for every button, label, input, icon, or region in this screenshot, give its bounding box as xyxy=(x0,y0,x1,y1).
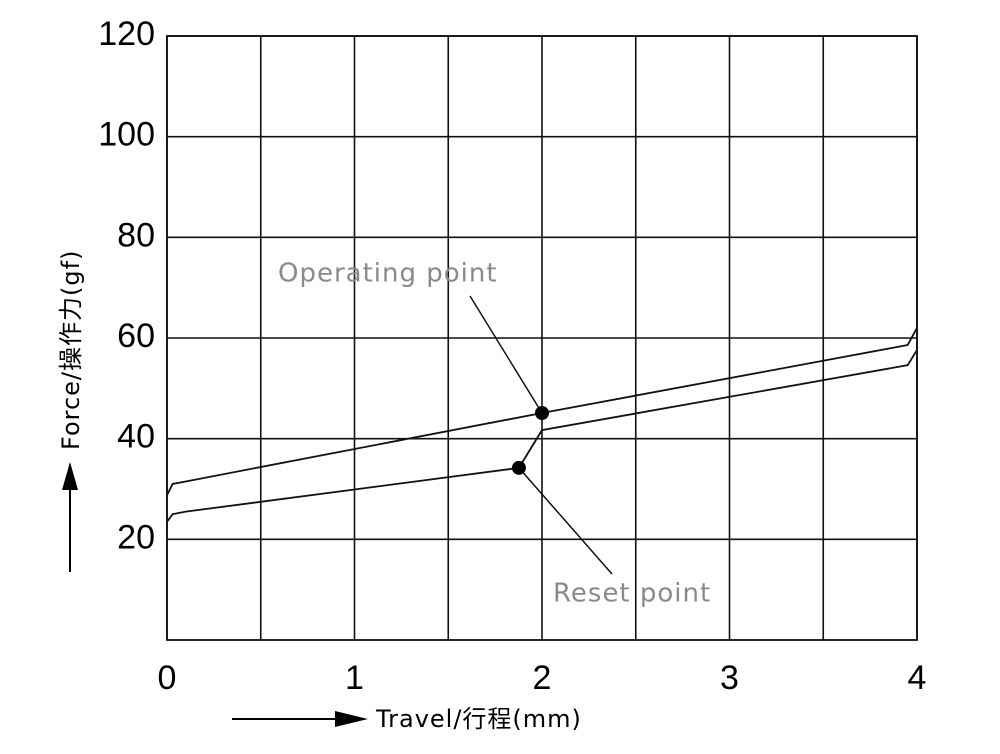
y-tick-label: 40 xyxy=(117,418,155,456)
y-axis-arrow-head xyxy=(62,462,78,490)
x-tick-label: 2 xyxy=(533,659,552,697)
y-tick-label: 20 xyxy=(117,518,155,556)
y-tick-label: 100 xyxy=(98,116,155,154)
y-tick-label: 60 xyxy=(117,317,155,355)
x-axis-title: Travel/行程(mm) xyxy=(375,705,582,733)
x-tick-label: 0 xyxy=(158,659,177,697)
leader-line xyxy=(469,295,543,414)
point-label: Reset point xyxy=(553,579,711,609)
x-tick-label: 1 xyxy=(345,659,364,697)
series-line xyxy=(166,327,918,496)
y-tick-label: 120 xyxy=(98,15,155,53)
x-tick-label: 3 xyxy=(720,659,739,697)
point-marker xyxy=(511,460,526,475)
point-label: Operating point xyxy=(278,259,498,289)
point-marker xyxy=(535,405,549,420)
x-tick-label: 4 xyxy=(908,659,927,697)
leader-line xyxy=(518,467,613,575)
x-axis-arrow-head xyxy=(335,711,368,727)
y-axis-title: Force/操作力(gf) xyxy=(57,250,85,450)
y-tick-label: 80 xyxy=(117,216,155,254)
